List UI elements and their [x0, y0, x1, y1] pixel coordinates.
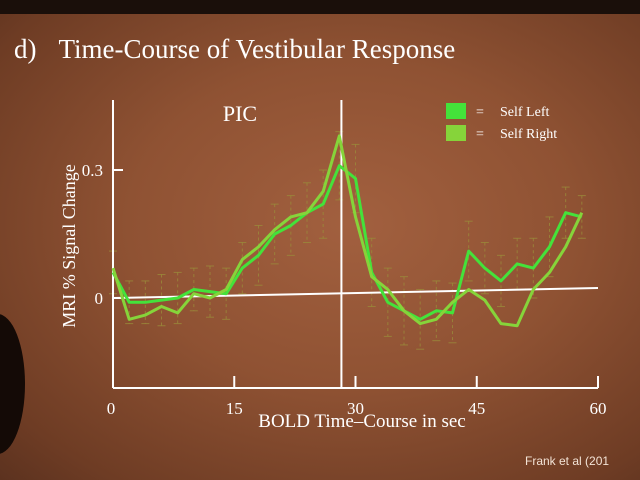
x-tick-label: 60 — [590, 399, 607, 418]
series-line-self-right — [111, 134, 584, 328]
title-text: Time-Course of Vestibular Response — [58, 34, 456, 64]
slide-title: d) Time-Course of Vestibular Response — [14, 34, 455, 65]
zero-baseline — [112, 287, 599, 299]
legend-swatch — [446, 125, 466, 141]
error-bars — [109, 131, 586, 350]
x-tick-label: 45 — [468, 399, 485, 418]
title-letter: d) — [14, 34, 37, 64]
x-tick-label: 0 — [107, 399, 116, 418]
legend: = Self Left = Self Right — [446, 103, 557, 142]
legend-label: Self Right — [500, 127, 557, 142]
series-line-self-left — [111, 164, 583, 321]
legend-equals: = — [476, 127, 484, 142]
legend-equals: = — [476, 105, 484, 120]
y-tick-label: 0.3 — [82, 161, 103, 180]
legend-swatch — [446, 103, 466, 119]
legend-label: Self Left — [500, 105, 549, 120]
y-axis-label: MRI % Signal Change — [59, 164, 79, 328]
y-tick-label: 0 — [95, 289, 104, 308]
citation: Frank et al (201 — [525, 454, 610, 468]
x-axis-label: BOLD Time–Course in sec — [258, 411, 465, 432]
region-annotation: PIC — [223, 101, 257, 126]
x-tick-label: 30 — [347, 399, 364, 418]
x-tick-label: 15 — [226, 399, 243, 418]
